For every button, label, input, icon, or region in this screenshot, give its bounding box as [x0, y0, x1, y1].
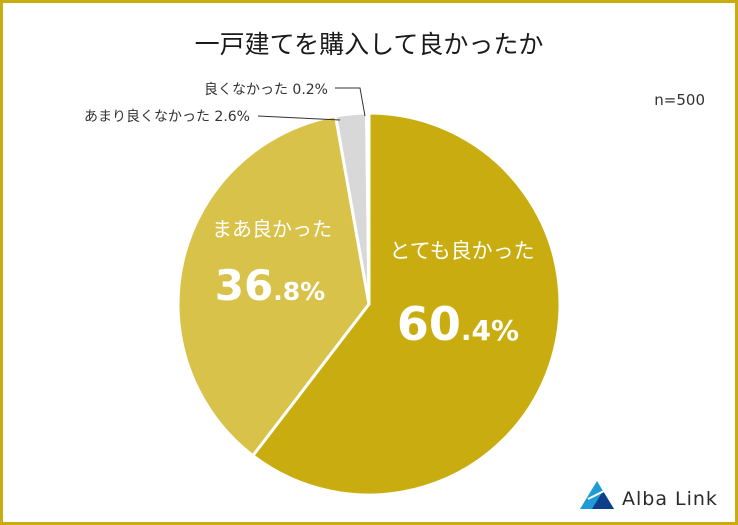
slice-label-very-good: とても良かった	[389, 239, 534, 263]
slice-value-fairly-good: 36.8%	[215, 261, 325, 310]
pie-slices	[176, 111, 562, 497]
brand-name: Alba Link	[622, 488, 718, 510]
leader-line-not-good	[335, 87, 366, 117]
sample-size-note: n=500	[654, 91, 705, 109]
leader-line-somewhat-not-good	[257, 115, 341, 121]
slice-label-not-good: 良くなかった 0.2%	[204, 82, 328, 98]
slice-label-fairly-good: まあ良かった	[212, 217, 332, 241]
brand-logo: Alba Link	[580, 481, 718, 510]
slice-label-somewhat-not-good: あまり良くなかった 2.6%	[84, 109, 250, 125]
pie-slice-fairly-good	[176, 114, 371, 458]
pie-slice-very-good	[251, 111, 562, 497]
pie-slice-not-good	[365, 111, 371, 306]
brand-logo-stripe	[587, 489, 607, 500]
brand-logo-mark-inner	[592, 491, 614, 509]
slice-value-very-good: 60.4%	[397, 297, 519, 351]
chart-title: 一戸建てを購入して良かったか	[195, 30, 544, 59]
